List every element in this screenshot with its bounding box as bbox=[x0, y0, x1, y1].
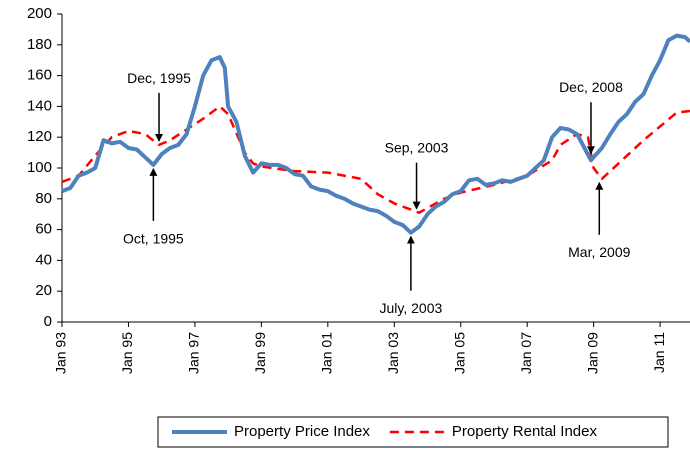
y-tick-label: 100 bbox=[27, 159, 52, 176]
x-tick-label: Jan 99 bbox=[252, 332, 268, 374]
y-tick-label: 40 bbox=[35, 251, 52, 268]
annotation-label: Oct, 1995 bbox=[123, 230, 184, 246]
y-tick-label: 80 bbox=[35, 190, 52, 207]
x-tick-label: Jan 07 bbox=[518, 332, 534, 374]
legend-label: Property Price Index bbox=[234, 423, 370, 440]
y-tick-label: 160 bbox=[27, 67, 52, 84]
x-tick-label: Jan 11 bbox=[651, 332, 667, 373]
x-tick-label: Jan 93 bbox=[53, 332, 69, 374]
x-tick-label: Jan 95 bbox=[119, 332, 135, 374]
series-line bbox=[61, 105, 690, 214]
x-tick-label: Jan 09 bbox=[584, 332, 600, 374]
annotation-label: Mar, 2009 bbox=[568, 244, 630, 260]
annotation-label: Dec, 2008 bbox=[559, 79, 623, 95]
x-tick-label: Jan 97 bbox=[186, 332, 202, 374]
y-tick-label: 180 bbox=[27, 36, 52, 53]
annotation-label: Sep, 2003 bbox=[385, 140, 449, 156]
legend-label: Property Rental Index bbox=[452, 423, 598, 440]
legend: Property Price Index Property Rental Inde… bbox=[157, 416, 669, 448]
y-tick-label: 60 bbox=[35, 221, 52, 238]
y-tick-label: 0 bbox=[44, 313, 52, 330]
x-tick-label: Jan 01 bbox=[319, 332, 335, 374]
y-tick-label: 140 bbox=[27, 97, 52, 114]
y-tick-label: 200 bbox=[27, 5, 52, 22]
x-tick-label: Jan 03 bbox=[385, 332, 401, 374]
annotation-label: Dec, 1995 bbox=[127, 70, 191, 86]
x-tick-label: Jan 05 bbox=[451, 332, 467, 374]
annotation-label: July, 2003 bbox=[379, 300, 442, 316]
y-tick-label: 120 bbox=[27, 128, 52, 145]
series-line bbox=[61, 33, 690, 235]
y-tick-label: 20 bbox=[35, 282, 52, 299]
